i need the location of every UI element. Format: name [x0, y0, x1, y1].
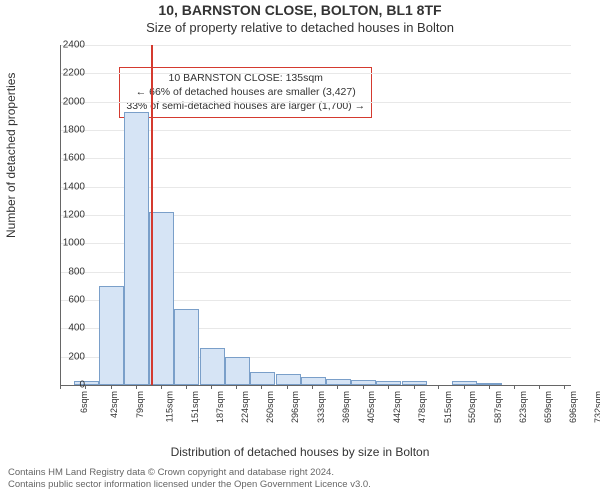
x-tick: [464, 385, 465, 389]
x-tick-label: 333sqm: [316, 391, 326, 423]
page-subtitle: Size of property relative to detached ho…: [0, 20, 600, 35]
gridline: [61, 45, 571, 46]
histogram-bar: [149, 212, 174, 385]
x-tick-label: 732sqm: [593, 391, 600, 423]
y-tick-label: 1800: [55, 125, 85, 136]
footer: Contains HM Land Registry data © Crown c…: [0, 465, 600, 492]
y-tick-label: 2400: [55, 40, 85, 51]
x-tick-label: 224sqm: [241, 391, 251, 423]
x-tick: [414, 385, 415, 389]
y-tick-label: 2000: [55, 96, 85, 107]
x-tick-label: 369sqm: [341, 391, 351, 423]
x-tick-label: 442sqm: [392, 391, 402, 423]
x-tick-label: 515sqm: [443, 391, 453, 423]
x-tick: [438, 385, 439, 389]
x-tick-label: 260sqm: [266, 391, 276, 423]
x-tick: [136, 385, 137, 389]
histogram-bar: [276, 374, 301, 385]
histogram-bar: [326, 379, 351, 385]
x-tick: [60, 385, 61, 389]
footer-line-2: Contains public sector information licen…: [8, 479, 592, 491]
x-tick: [564, 385, 565, 389]
y-axis-label: Number of detached properties: [4, 73, 18, 238]
x-tick-label: 6sqm: [79, 391, 89, 413]
y-tick-label: 600: [55, 295, 85, 306]
x-tick-label: 587sqm: [493, 391, 503, 423]
histogram-bar: [301, 377, 326, 386]
x-tick: [287, 385, 288, 389]
x-tick: [211, 385, 212, 389]
histogram-bar: [99, 286, 124, 385]
footer-line-1: Contains HM Land Registry data © Crown c…: [8, 467, 592, 479]
histogram-bar: [200, 348, 225, 385]
x-tick-label: 478sqm: [417, 391, 427, 423]
x-tick: [388, 385, 389, 389]
annotation-box: 10 BARNSTON CLOSE: 135sqm ← 66% of detac…: [119, 67, 372, 118]
page-title: 10, BARNSTON CLOSE, BOLTON, BL1 8TF: [0, 2, 600, 18]
x-tick-label: 659sqm: [543, 391, 553, 423]
x-tick-label: 151sqm: [190, 391, 200, 423]
x-tick-label: 115sqm: [164, 391, 174, 422]
x-tick: [539, 385, 540, 389]
property-marker-line: [151, 45, 153, 385]
x-tick: [337, 385, 338, 389]
x-tick: [236, 385, 237, 389]
y-tick-label: 200: [55, 351, 85, 362]
y-tick-label: 400: [55, 323, 85, 334]
x-tick: [363, 385, 364, 389]
x-tick-label: 696sqm: [568, 391, 578, 423]
x-axis-label: Distribution of detached houses by size …: [0, 445, 600, 459]
gridline: [61, 73, 571, 74]
gridline: [61, 102, 571, 103]
x-tick-label: 187sqm: [215, 391, 225, 423]
plot-area: 10 BARNSTON CLOSE: 135sqm ← 66% of detac…: [60, 45, 571, 386]
y-tick-label: 2200: [55, 68, 85, 79]
y-tick-label: 1600: [55, 153, 85, 164]
histogram-bar: [225, 357, 250, 385]
x-tick: [514, 385, 515, 389]
annotation-line-2: ← 66% of detached houses are smaller (3,…: [126, 85, 365, 99]
chart-container: Number of detached properties 10 BARNSTO…: [0, 35, 600, 465]
y-tick-label: 1000: [55, 238, 85, 249]
x-tick: [111, 385, 112, 389]
x-tick: [186, 385, 187, 389]
x-tick-label: 79sqm: [135, 391, 145, 418]
x-tick-label: 42sqm: [109, 391, 119, 418]
y-tick-label: 1400: [55, 181, 85, 192]
x-tick: [261, 385, 262, 389]
x-tick-label: 623sqm: [518, 391, 528, 423]
x-tick: [85, 385, 86, 389]
x-tick-label: 296sqm: [291, 391, 301, 423]
x-tick: [489, 385, 490, 389]
x-tick-label: 550sqm: [467, 391, 477, 423]
y-tick-label: 1200: [55, 210, 85, 221]
x-tick-label: 405sqm: [366, 391, 376, 423]
histogram-bar: [402, 381, 427, 385]
x-tick: [161, 385, 162, 389]
histogram-bar: [174, 309, 199, 386]
histogram-bar: [250, 372, 275, 385]
y-tick-label: 800: [55, 266, 85, 277]
histogram-bar: [124, 112, 149, 385]
x-tick: [312, 385, 313, 389]
